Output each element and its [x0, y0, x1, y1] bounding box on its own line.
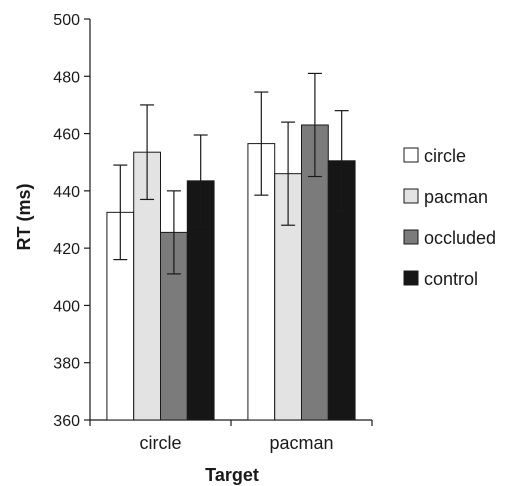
- error-bar-circle-pacman: [140, 104, 155, 201]
- y-tick-label: 440: [53, 184, 80, 201]
- error-bars: [113, 72, 349, 275]
- y-tick-label: 380: [53, 356, 80, 373]
- error-bar-circle-circle: [113, 164, 128, 261]
- y-axis-title: RT (ms): [14, 183, 34, 250]
- legend-label: circle: [424, 146, 466, 166]
- y-axis: 360 380 400 420 440 460 480 500: [53, 12, 91, 430]
- legend-swatch: [403, 188, 419, 204]
- legend-label: pacman: [424, 187, 488, 207]
- category-label-pacman: pacman: [269, 433, 333, 453]
- error-bar-pacman-circle: [254, 91, 269, 196]
- category-label-circle: circle: [139, 433, 181, 453]
- error-bar-pacman-control: [334, 110, 349, 212]
- legend-label: occluded: [424, 228, 496, 248]
- y-tick-label: 500: [53, 12, 80, 29]
- legend-swatch: [403, 270, 419, 286]
- y-tick-label: 360: [53, 413, 80, 430]
- legend-item-circle: circle: [403, 146, 466, 166]
- y-tick-label: 460: [53, 127, 80, 144]
- error-bar-pacman-pacman: [281, 121, 296, 226]
- error-bar-pacman-occluded: [307, 72, 322, 178]
- legend-item-occluded: occluded: [403, 228, 496, 248]
- legend-item-pacman: pacman: [403, 187, 488, 207]
- legend-swatch: [403, 147, 419, 163]
- y-tick-label: 480: [53, 69, 80, 86]
- legend: circle pacman occluded control: [403, 146, 496, 289]
- bar-pacman-pacman: [274, 173, 302, 421]
- y-tick-label: 420: [53, 241, 80, 258]
- error-bar-circle-occluded: [166, 190, 181, 275]
- x-axis: circle pacman: [89, 419, 373, 453]
- bar-circle-pacman: [133, 151, 162, 421]
- x-axis-title: Target: [205, 465, 259, 485]
- error-bar-circle-control: [193, 134, 208, 228]
- legend-swatch: [403, 229, 419, 245]
- bars: [106, 124, 356, 421]
- legend-label: control: [424, 269, 478, 289]
- legend-item-control: control: [403, 269, 478, 289]
- y-tick-label: 400: [53, 298, 80, 315]
